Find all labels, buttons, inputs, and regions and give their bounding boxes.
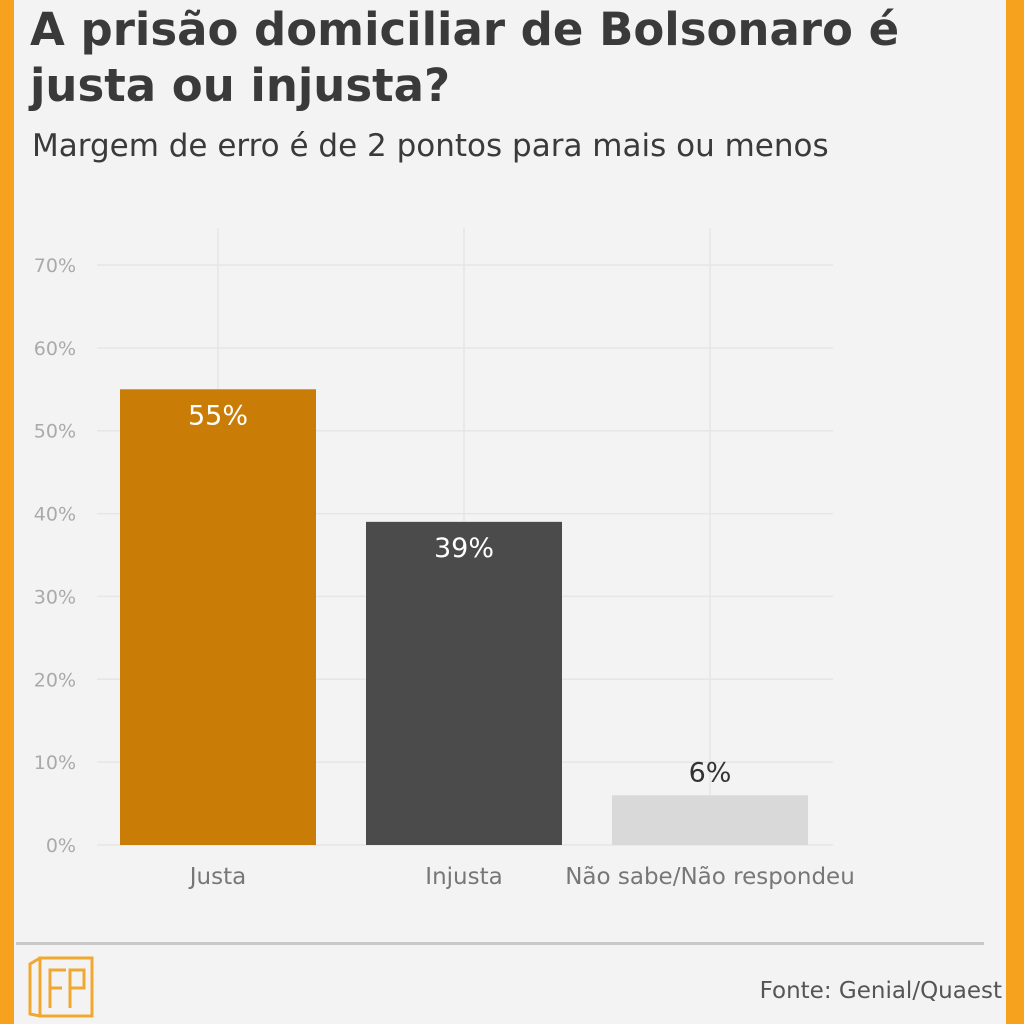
bar-0 [120, 389, 316, 845]
y-tick-label-0: 0% [46, 835, 76, 857]
y-tick-label-60: 60% [34, 338, 76, 360]
data-label-1: 39% [434, 533, 494, 564]
y-tick-label-70: 70% [34, 255, 76, 277]
y-tick-label-20: 20% [34, 669, 76, 691]
chart-subtitle: Margem de erro é de 2 pontos para mais o… [32, 128, 829, 164]
bar-chart: 0% 10% 20% 30% 40% 50% 60% 70% 55% Justa 39% Injust… [34, 228, 855, 890]
y-tick-label-50: 50% [34, 421, 76, 443]
footer-divider [16, 942, 984, 945]
gp-logo-icon [28, 956, 94, 1018]
category-label-1: Injusta [425, 864, 502, 890]
y-tick-label-40: 40% [34, 504, 76, 526]
bar-layer [120, 389, 808, 845]
category-label-0: Justa [188, 864, 246, 890]
bar-1 [366, 521, 562, 845]
y-tick-label-10: 10% [34, 752, 76, 774]
bar-2 [612, 795, 808, 845]
source-note: Fonte: Genial/Quaest [759, 978, 1002, 1004]
data-label-0: 55% [188, 400, 248, 431]
data-label-2: 6% [689, 757, 732, 788]
y-tick-label-30: 30% [34, 586, 76, 608]
label-layer: 0% 10% 20% 30% 40% 50% 60% 70% 55% Justa 39% Injust… [34, 255, 855, 890]
chart-title: A prisão domiciliar de Bolsonaro é justa… [30, 3, 900, 112]
category-label-2: Não sabe/Não respondeu [565, 864, 855, 890]
